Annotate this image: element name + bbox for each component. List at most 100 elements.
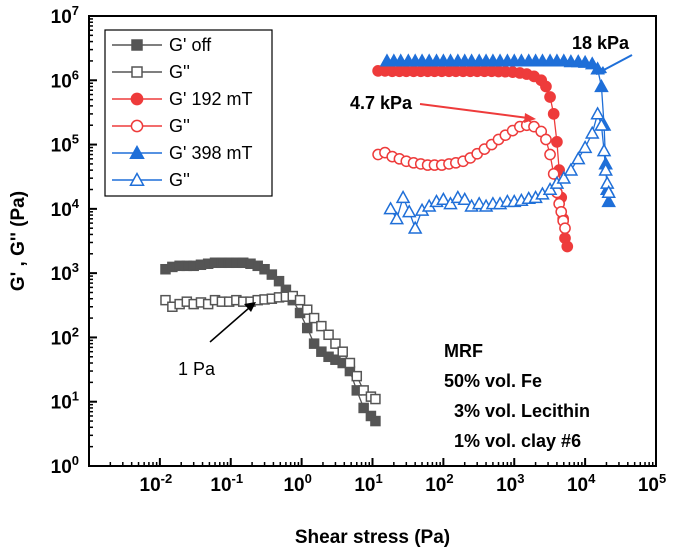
data-point <box>584 125 600 139</box>
data-point <box>594 78 609 93</box>
data-point <box>301 304 313 315</box>
series-line <box>165 262 376 422</box>
x-axis-title: Shear stress (Pa) <box>295 527 450 548</box>
data-point <box>559 222 571 235</box>
annotations: 18 kPa 4.7 kPa 1 Pa <box>178 33 633 379</box>
data-point <box>544 91 556 103</box>
data-point <box>540 80 552 93</box>
data-point <box>160 294 171 306</box>
series-layer <box>160 53 616 427</box>
legend-label: G' 398 mT <box>169 143 252 163</box>
y-tick-label: 103 <box>51 260 79 285</box>
data-point <box>389 211 405 225</box>
data-point <box>563 162 579 176</box>
data-point <box>370 393 381 405</box>
y-tick-label: 100 <box>51 453 79 478</box>
data-point <box>599 175 615 189</box>
x-tick-label: 10-2 <box>140 471 173 496</box>
data-point <box>294 294 306 306</box>
data-point <box>561 240 574 253</box>
data-point <box>547 108 560 120</box>
data-point <box>542 181 558 196</box>
data-point <box>556 170 572 184</box>
x-tick-label: 103 <box>496 471 524 496</box>
legend-marker <box>131 39 143 51</box>
series-0 <box>160 257 381 427</box>
legend-marker <box>129 171 145 186</box>
annotation-arrowhead <box>524 113 536 123</box>
y-tick-label: 104 <box>51 196 80 221</box>
legend-marker <box>130 92 144 106</box>
sample-info-line: 1% vol. clay #6 <box>444 431 581 451</box>
data-point <box>370 415 381 427</box>
data-point <box>570 151 586 165</box>
legend-label: G'' <box>169 170 190 190</box>
y-axis-title: G' , G'' (Pa) <box>8 191 29 291</box>
legend: G' off G'' G' 192 mT G'' G' 398 mT G'' <box>104 29 273 197</box>
series-1 <box>160 290 381 405</box>
annotation-arrow <box>419 103 529 119</box>
annotation-label: 18 kPa <box>572 33 630 53</box>
y-tick-label: 106 <box>51 67 79 92</box>
data-point <box>344 357 356 369</box>
data-point <box>383 201 398 215</box>
data-point <box>358 402 369 414</box>
legend-box <box>104 29 273 197</box>
annotation-arrowhead <box>596 66 607 75</box>
data-point <box>401 204 417 218</box>
legend-marker <box>129 144 145 159</box>
data-point <box>594 117 609 131</box>
x-tick-label: 10-1 <box>210 471 243 496</box>
y-tick-label: 102 <box>51 324 79 349</box>
data-point <box>601 193 616 208</box>
legend-label: G' off <box>169 35 212 55</box>
data-point <box>395 189 411 204</box>
x-tick-label: 104 <box>567 471 596 496</box>
data-point <box>598 162 613 176</box>
x-tick-label: 100 <box>283 471 311 496</box>
data-point <box>330 338 341 349</box>
data-point <box>590 106 605 120</box>
series-4 <box>379 53 616 208</box>
data-point <box>308 312 320 324</box>
annotation-label: 1 Pa <box>178 359 216 379</box>
data-point <box>301 322 313 334</box>
y-tick-label: 107 <box>51 3 79 28</box>
legend-label: G'' <box>169 62 190 82</box>
annotation-label: 4.7 kPa <box>350 93 413 113</box>
data-point <box>577 139 593 154</box>
data-point <box>266 269 278 280</box>
data-point <box>259 263 270 275</box>
data-point <box>337 346 348 357</box>
data-point <box>457 191 472 206</box>
y-tick-label: 101 <box>51 389 79 414</box>
data-point <box>308 338 320 349</box>
data-point <box>596 143 612 157</box>
data-point <box>544 148 556 161</box>
data-point <box>540 133 552 146</box>
data-point <box>601 184 616 198</box>
legend-label: G'' <box>169 116 190 136</box>
axis-ticks: 10-2 10-1 100 101 102 103 104 105 100 101 102 103 10… <box>51 3 667 496</box>
data-point <box>351 370 363 382</box>
data-point <box>407 220 423 234</box>
x-tick-label: 101 <box>354 471 382 496</box>
data-point <box>547 168 560 180</box>
annotation-arrow <box>209 307 250 343</box>
annotation-arrowhead <box>244 302 256 312</box>
x-tick-label: 102 <box>425 471 453 496</box>
data-point <box>316 320 327 332</box>
data-point <box>323 329 334 341</box>
series-line <box>386 60 610 202</box>
sample-info-line: 3% vol. Lecithin <box>444 401 590 421</box>
sample-info-line: 50% vol. Fe <box>444 371 542 391</box>
x-tick-label: 105 <box>638 471 666 496</box>
data-point <box>358 385 369 396</box>
data-point <box>551 136 563 148</box>
legend-marker <box>131 66 143 78</box>
data-point <box>273 275 285 287</box>
sample-info-line: MRF <box>444 341 483 361</box>
data-point <box>443 196 458 210</box>
legend-label: G' 192 mT <box>169 89 252 109</box>
